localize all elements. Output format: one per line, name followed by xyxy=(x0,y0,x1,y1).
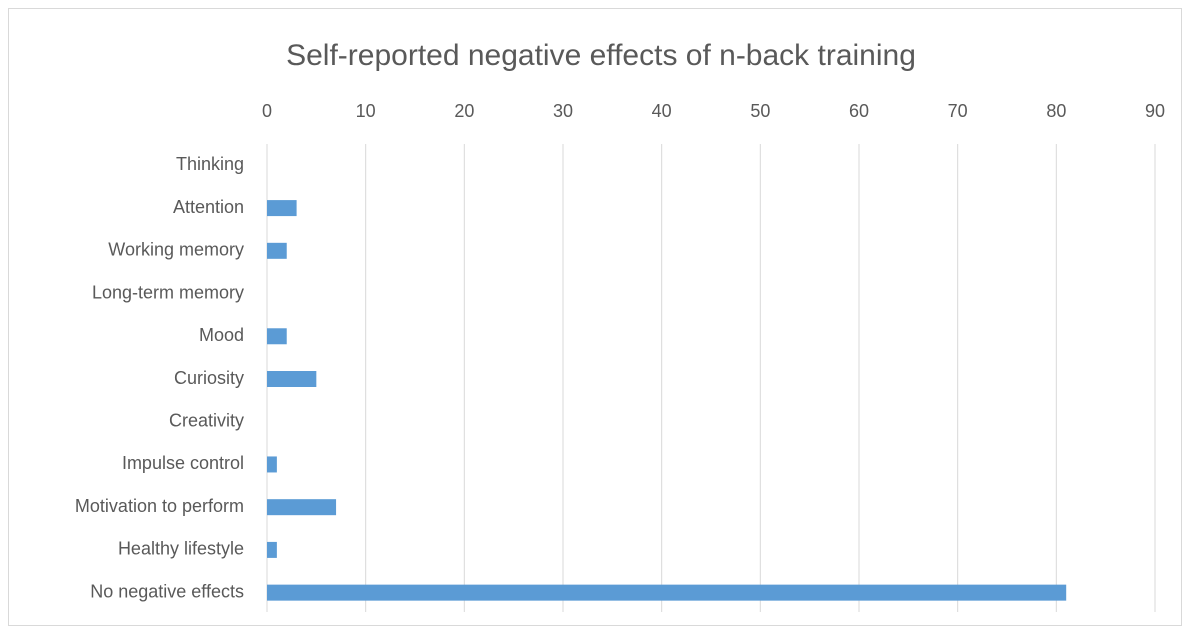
x-tick-label: 0 xyxy=(262,101,272,121)
x-tick-label: 60 xyxy=(849,101,869,121)
x-tick-label: 50 xyxy=(750,101,770,121)
bar xyxy=(267,499,337,516)
y-tick-label: Attention xyxy=(173,197,244,217)
y-tick-label: Curiosity xyxy=(174,368,244,388)
bar xyxy=(267,328,287,345)
x-tick-label: 30 xyxy=(553,101,573,121)
bar xyxy=(267,200,297,217)
x-tick-label: 70 xyxy=(948,101,968,121)
bar xyxy=(267,456,277,473)
bar xyxy=(267,541,277,558)
y-tick-label: Mood xyxy=(199,325,244,345)
x-tick-label: 40 xyxy=(652,101,672,121)
y-tick-label: Healthy lifestyle xyxy=(118,539,244,559)
y-tick-label: Long-term memory xyxy=(92,282,244,302)
y-tick-label: Working memory xyxy=(108,240,244,260)
x-tick-label: 80 xyxy=(1046,101,1066,121)
bar xyxy=(267,584,1067,601)
chart-border xyxy=(8,8,1182,626)
bar xyxy=(267,242,287,259)
y-tick-label: Impulse control xyxy=(122,453,244,473)
chart-title: Self-reported negative effects of n-back… xyxy=(286,39,916,72)
bar xyxy=(267,371,317,387)
x-tick-label: 90 xyxy=(1145,101,1165,121)
x-tick-label: 10 xyxy=(356,101,376,121)
x-tick-label: 20 xyxy=(454,101,474,121)
y-tick-label: Motivation to perform xyxy=(75,496,244,516)
y-tick-label: Thinking xyxy=(176,154,244,174)
y-tick-label: Creativity xyxy=(169,410,244,430)
y-tick-label: No negative effects xyxy=(90,581,244,601)
